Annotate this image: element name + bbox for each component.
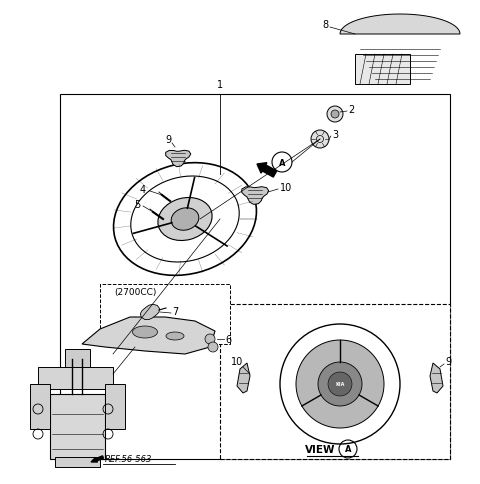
Circle shape xyxy=(311,131,329,149)
Bar xyxy=(60,95,450,459)
Text: 1: 1 xyxy=(217,80,223,90)
Polygon shape xyxy=(166,151,191,167)
Polygon shape xyxy=(430,363,443,393)
Bar xyxy=(105,384,125,429)
Text: 2: 2 xyxy=(348,105,354,115)
Bar xyxy=(355,55,410,85)
Bar xyxy=(65,349,90,367)
Circle shape xyxy=(328,372,352,396)
Text: A: A xyxy=(345,445,351,454)
Circle shape xyxy=(331,111,339,119)
Polygon shape xyxy=(237,363,250,393)
Circle shape xyxy=(208,342,218,352)
Bar xyxy=(38,367,113,389)
FancyArrow shape xyxy=(91,456,104,462)
Bar xyxy=(100,285,230,344)
FancyArrow shape xyxy=(257,163,276,178)
Text: KIA: KIA xyxy=(336,382,345,387)
Text: 5: 5 xyxy=(134,199,140,210)
Ellipse shape xyxy=(158,198,212,241)
Circle shape xyxy=(318,362,362,406)
Text: VIEW: VIEW xyxy=(305,444,335,454)
Polygon shape xyxy=(141,304,159,320)
Circle shape xyxy=(327,107,343,123)
Text: 7: 7 xyxy=(172,306,178,317)
Text: 10: 10 xyxy=(231,356,243,366)
Text: 3: 3 xyxy=(332,130,338,140)
Text: (2700CC): (2700CC) xyxy=(114,288,156,297)
Circle shape xyxy=(205,334,215,344)
Text: 9: 9 xyxy=(165,135,171,145)
Polygon shape xyxy=(340,15,460,35)
Bar xyxy=(50,394,105,459)
Text: 9: 9 xyxy=(445,356,451,366)
Text: 10: 10 xyxy=(280,182,292,193)
Bar xyxy=(55,457,100,467)
Ellipse shape xyxy=(132,326,157,338)
Bar xyxy=(220,304,450,459)
Ellipse shape xyxy=(166,333,184,340)
Polygon shape xyxy=(82,318,215,354)
Bar xyxy=(30,384,50,429)
Text: A: A xyxy=(279,158,285,167)
Ellipse shape xyxy=(171,208,199,231)
Polygon shape xyxy=(242,187,269,205)
Text: 6: 6 xyxy=(225,334,231,344)
Circle shape xyxy=(296,340,384,428)
Text: REF.56-563: REF.56-563 xyxy=(105,454,152,464)
Text: 8: 8 xyxy=(322,20,328,30)
Text: 4: 4 xyxy=(140,184,146,195)
